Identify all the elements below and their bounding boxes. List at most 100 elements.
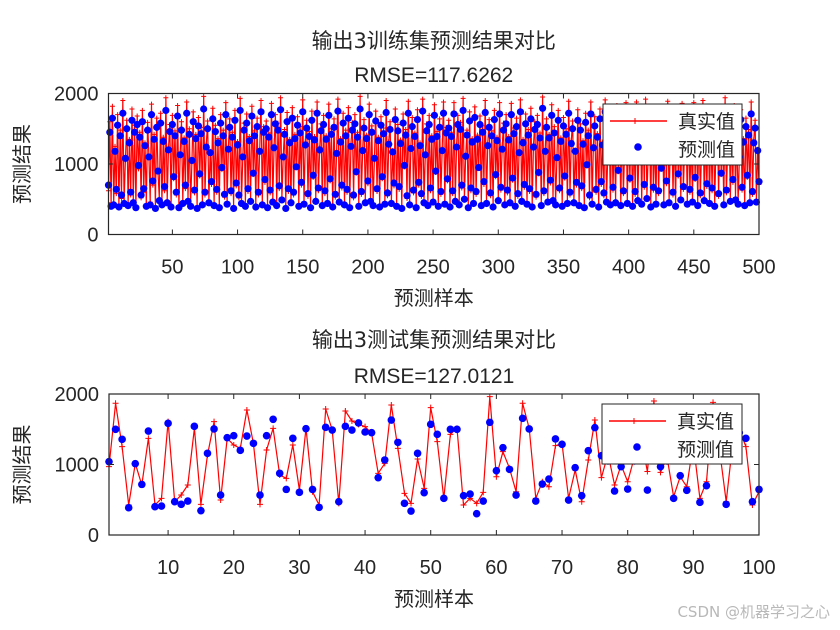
predicted-value-point xyxy=(479,128,487,136)
true-value-marker xyxy=(392,106,398,112)
predicted-value-point xyxy=(490,115,498,124)
predicted-value-point xyxy=(429,198,437,206)
true-value-marker xyxy=(270,425,277,432)
predicted-value-point xyxy=(220,190,229,198)
predicted-value-point xyxy=(137,191,145,199)
predicted-value-point xyxy=(325,111,333,119)
x-tick-label: 100 xyxy=(221,257,254,279)
true-value-marker xyxy=(472,104,478,110)
predicted-value-point xyxy=(308,116,316,124)
predicted-value-point xyxy=(249,169,257,177)
predicted-value-point xyxy=(328,426,337,434)
true-value-marker xyxy=(446,117,452,123)
true-value-marker xyxy=(117,127,123,133)
predicted-value-point xyxy=(711,202,719,210)
predicted-value-point xyxy=(453,425,461,434)
predicted-value-point xyxy=(288,114,296,122)
predicted-value-point xyxy=(172,188,180,196)
predicted-value-point xyxy=(130,128,139,136)
predicted-value-point xyxy=(455,201,463,209)
predicted-value-point xyxy=(415,178,423,186)
predicted-value-point xyxy=(751,124,759,132)
predicted-value-point xyxy=(677,196,685,204)
predicted-value-point xyxy=(465,117,474,125)
true-value-marker xyxy=(544,116,550,122)
predicted-value-point xyxy=(417,190,425,198)
predicted-value-point xyxy=(432,167,440,175)
predicted-value-point xyxy=(217,119,225,127)
predicted-value-point xyxy=(187,202,195,210)
predicted-value-point xyxy=(147,111,156,119)
true-value-marker xyxy=(591,417,598,424)
predicted-value-point xyxy=(276,106,285,114)
legend-plus-icon xyxy=(631,418,637,424)
predicted-value-point xyxy=(557,137,565,146)
x-tick-label: 50 xyxy=(161,257,183,279)
true-value-marker xyxy=(585,456,592,463)
predicted-value-point xyxy=(433,132,441,141)
predicted-value-point xyxy=(274,126,282,134)
predicted-value-point xyxy=(434,202,442,210)
predicted-value-point xyxy=(313,109,321,117)
true-value-marker xyxy=(357,93,363,99)
predicted-value-point xyxy=(561,172,569,180)
legend-dot-icon xyxy=(633,443,641,451)
predicted-value-point xyxy=(229,431,238,440)
true-value-marker xyxy=(195,114,201,120)
predicted-value-point xyxy=(652,200,660,208)
true-value-marker xyxy=(244,111,250,117)
predicted-value-point xyxy=(303,124,311,132)
predicted-value-point xyxy=(223,433,231,442)
true-value-marker xyxy=(227,116,233,122)
predicted-value-point xyxy=(596,115,604,123)
predicted-value-point xyxy=(515,149,523,157)
predicted-value-point xyxy=(485,123,493,131)
true-value-marker xyxy=(378,114,384,120)
true-value-marker xyxy=(289,441,296,448)
true-value-marker xyxy=(493,473,500,480)
predicted-value-point xyxy=(729,175,737,184)
predicted-value-point xyxy=(213,185,221,193)
predicted-value-point xyxy=(374,137,382,145)
predicted-value-point xyxy=(159,137,167,146)
predicted-value-point xyxy=(628,202,637,210)
predicted-value-point xyxy=(430,111,439,119)
predicted-value-point xyxy=(600,189,608,197)
predicted-value-point xyxy=(351,120,359,128)
chart-subtitle: RMSE=127.0121 xyxy=(354,365,515,388)
true-value-marker xyxy=(523,111,529,117)
legend-dot-icon xyxy=(634,143,642,151)
true-value-marker xyxy=(220,127,226,133)
predicted-value-point xyxy=(555,184,564,192)
predicted-value-point xyxy=(525,185,534,193)
true-value-marker xyxy=(395,122,401,128)
predicted-value-point xyxy=(476,120,484,129)
true-value-marker xyxy=(340,110,346,116)
predicted-value-point xyxy=(631,187,639,196)
predicted-value-point xyxy=(266,186,274,194)
y-tick-label: 0 xyxy=(88,525,99,547)
predicted-value-point xyxy=(583,161,591,169)
predicted-value-point xyxy=(402,131,410,139)
predicted-value-point xyxy=(227,187,235,195)
predicted-value-point xyxy=(346,204,354,212)
true-value-marker xyxy=(540,94,546,100)
predicted-value-point xyxy=(336,138,345,146)
true-value-marker xyxy=(560,114,566,120)
predicted-value-point xyxy=(436,123,444,131)
predicted-value-point xyxy=(381,200,389,208)
predicted-value-point xyxy=(270,144,278,152)
predicted-value-point xyxy=(315,503,323,512)
predicted-value-point xyxy=(425,120,433,129)
predicted-value-point xyxy=(257,108,265,116)
predicted-value-point xyxy=(567,139,575,148)
predicted-value-point xyxy=(167,203,175,211)
predicted-value-point xyxy=(287,199,295,207)
predicted-value-point xyxy=(177,126,186,134)
predicted-value-point xyxy=(357,187,365,196)
true-value-marker xyxy=(263,446,270,453)
true-value-marker xyxy=(284,110,290,116)
true-value-marker xyxy=(190,109,196,115)
predicted-value-point xyxy=(112,185,120,193)
predicted-value-point xyxy=(540,187,548,195)
